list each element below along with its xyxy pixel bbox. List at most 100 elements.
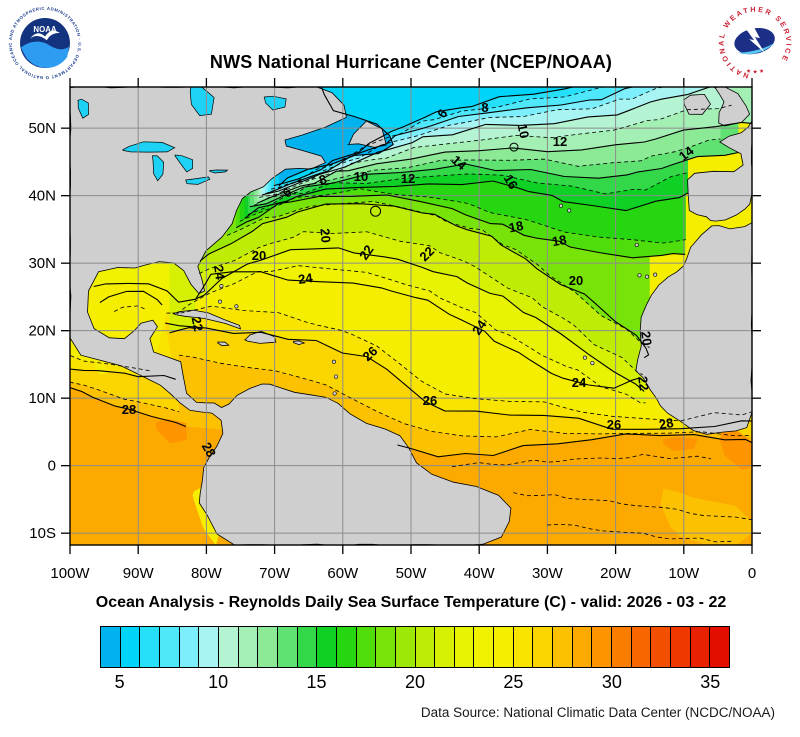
data-source-note: Data Source: National Climatic Data Cent… xyxy=(420,705,775,720)
isotherm-17 xyxy=(239,188,686,244)
contour-label-12: 12 xyxy=(401,171,415,186)
colorbar-cell-7 xyxy=(159,627,180,667)
contour-label-28: 28 xyxy=(199,440,219,460)
isotherm-22 xyxy=(169,327,197,334)
island-dot xyxy=(582,355,587,360)
contour-label-28: 28 xyxy=(658,415,675,432)
colorbar-cell-23 xyxy=(474,627,495,667)
colorbar-cell-16 xyxy=(336,627,357,667)
temperature-colorbar xyxy=(100,626,730,668)
colorbar-tick-15: 15 xyxy=(306,672,327,692)
isotherm-20 xyxy=(199,203,650,359)
isotherm-10 xyxy=(261,87,717,196)
colorbar-cell-20 xyxy=(415,627,436,667)
isotherm-26 xyxy=(165,322,752,430)
lon-label: 60W xyxy=(327,565,359,582)
contour-label-24: 24 xyxy=(297,270,314,287)
lake-lake-michigan xyxy=(152,155,165,182)
contour-label-22: 22 xyxy=(189,315,207,332)
isotherm-22 xyxy=(194,247,645,392)
eddy-contour xyxy=(509,142,519,152)
contour-label-8: 8 xyxy=(481,100,488,115)
isotherm-25 xyxy=(166,305,752,422)
land-newfoundland xyxy=(346,120,387,148)
lat-label: 50N xyxy=(28,120,56,137)
island-dot xyxy=(559,203,564,208)
colorbar-cell-4 xyxy=(101,627,121,667)
lat-label: 30N xyxy=(28,255,56,272)
colorbar-cell-27 xyxy=(553,627,573,667)
colorbar-cell-14 xyxy=(297,627,318,667)
contour-label-8: 8 xyxy=(317,171,328,187)
contour-label-18: 18 xyxy=(507,218,524,236)
colorbar-cell-32 xyxy=(651,627,672,667)
colorbar-cell-24 xyxy=(494,627,514,667)
colorbar-cell-21 xyxy=(435,627,455,667)
isotherm-15 xyxy=(247,172,688,215)
island-dot xyxy=(653,272,658,277)
lon-label: 30W xyxy=(532,565,564,582)
colorbar-cell-6 xyxy=(140,627,160,667)
isotherm-25 xyxy=(70,355,152,372)
contour-label-20: 20 xyxy=(252,248,266,263)
contour-label-16: 16 xyxy=(501,172,521,192)
contour-label-18: 18 xyxy=(551,232,568,249)
sst-patch xyxy=(662,437,698,451)
land-jamaica xyxy=(217,341,230,347)
contour-label-26: 26 xyxy=(423,393,437,408)
isotherm-24 xyxy=(93,271,641,389)
land-cuba xyxy=(172,309,242,330)
colorbar-cell-18 xyxy=(376,627,396,667)
noaa-seagull-icon xyxy=(30,30,60,41)
contour-label-10: 10 xyxy=(354,169,368,184)
colorbar-cell-29 xyxy=(592,627,613,667)
noaa-logo: NATIONAL OCEANIC AND ATMOSPHERIC ADMINIS… xyxy=(8,5,82,80)
detail-contour xyxy=(99,290,163,306)
isotherm-6 xyxy=(273,87,575,187)
isotherm-7 xyxy=(271,87,606,190)
colorbar-cell-5 xyxy=(120,627,141,667)
isotherm-14 xyxy=(249,151,739,208)
island-dot xyxy=(219,284,224,289)
detail-contour xyxy=(451,453,712,468)
lon-label: 50W xyxy=(396,565,428,582)
lake-lake-ontario xyxy=(209,169,229,174)
lon-label: 80W xyxy=(191,565,223,582)
island-dot xyxy=(332,391,337,396)
colorbar-tick-5: 5 xyxy=(114,672,125,692)
isotherm-8 xyxy=(267,87,636,194)
colorbar-cell-13 xyxy=(277,627,298,667)
lon-label: 0 xyxy=(748,565,756,582)
noaa-wordmark: NOAA xyxy=(33,25,56,34)
island-dot xyxy=(234,304,239,309)
contour-label-26: 26 xyxy=(607,417,621,432)
lake-northern-lake xyxy=(263,95,287,111)
island-dot xyxy=(634,242,639,247)
isotherm-26 xyxy=(70,368,176,380)
isotherm-28 xyxy=(397,433,752,458)
isotherm-28 xyxy=(70,387,187,428)
colorbar-tick-labels: 5 10 15 20 25 30 35 xyxy=(100,672,730,696)
contour-label-20: 20 xyxy=(569,273,583,288)
lat-label: 10N xyxy=(28,390,56,407)
lon-label: 100W xyxy=(50,565,90,582)
island-dot xyxy=(590,361,595,366)
land-great-britain xyxy=(714,87,751,127)
lake-lake-winnipeg xyxy=(77,98,89,119)
nws-stars: ★ ★ ★ xyxy=(745,67,765,75)
colorbar-cell-28 xyxy=(572,627,593,667)
colorbar-tick-10: 10 xyxy=(208,672,229,692)
isotherm-12 xyxy=(257,121,752,204)
contour-label-20: 20 xyxy=(317,228,333,244)
page-title: NWS National Hurricane Center (NCEP/NOAA… xyxy=(209,52,613,72)
island-dot xyxy=(333,374,338,379)
colorbar-cell-33 xyxy=(671,627,691,667)
isotherm-27 xyxy=(70,381,180,413)
land-france-iberia xyxy=(687,121,752,222)
contour-label-24: 24 xyxy=(211,264,228,281)
isotherm-18 xyxy=(235,194,686,259)
lat-label: 0 xyxy=(48,458,56,475)
isotherm-5 xyxy=(278,87,394,187)
